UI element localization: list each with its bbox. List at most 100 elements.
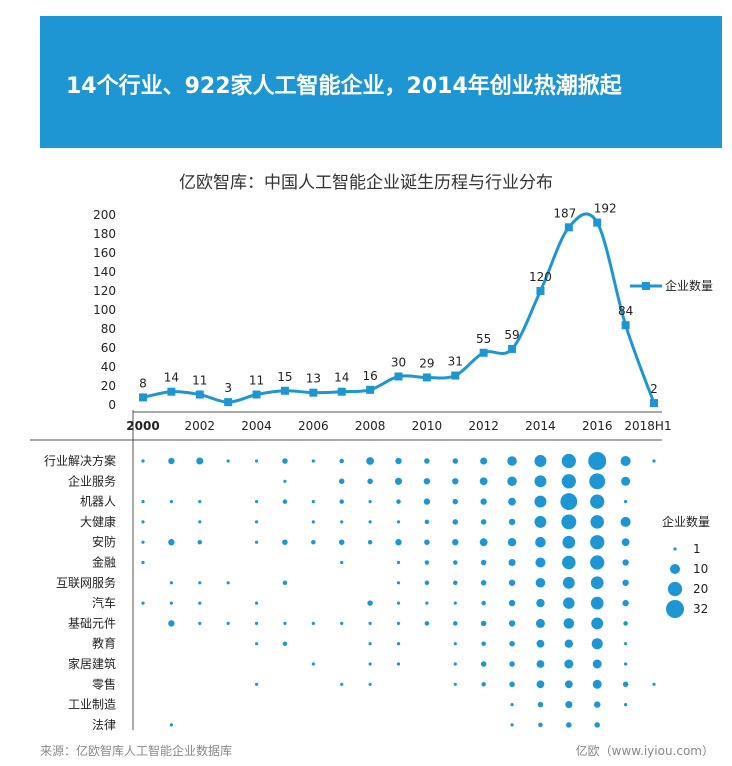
bubble: [480, 661, 487, 667]
bubble: [254, 682, 259, 686]
bubble: [508, 599, 516, 607]
bubble: [480, 457, 488, 465]
bubble: [452, 539, 459, 546]
legend-marker: [642, 282, 650, 290]
bubble: [624, 662, 628, 666]
bubble: [396, 520, 401, 524]
bubble: [566, 722, 572, 728]
x-tick-label: 2008: [355, 419, 386, 433]
y-tick-label: 80: [101, 322, 116, 336]
category-label: 企业服务: [68, 473, 116, 488]
bubble: [590, 494, 605, 509]
data-label: 59: [504, 328, 519, 342]
category-label: 零售: [92, 676, 116, 691]
bubble: [564, 680, 573, 689]
bubble: [338, 539, 345, 545]
bubble: [452, 458, 459, 464]
bubble: [424, 580, 430, 586]
bubble: [622, 579, 629, 586]
bubble: [564, 639, 574, 648]
x-tick-label: 2018H1: [624, 419, 671, 433]
source-note: 来源：亿欧智库人工智能企业数据库: [40, 744, 233, 758]
data-label: 11: [192, 374, 207, 388]
bubble-legend-swatch: [673, 547, 677, 551]
bubble: [141, 459, 145, 463]
bubble: [565, 701, 573, 709]
bubble: [534, 515, 547, 528]
bubble: [538, 722, 543, 728]
bubble-legend-swatch: [669, 563, 681, 575]
data-label: 16: [362, 369, 377, 383]
data-label: 192: [594, 202, 617, 216]
bubble: [562, 576, 575, 589]
bubble: [339, 458, 344, 464]
x-tick-label: 2014: [525, 419, 556, 433]
x-tick-label: 2006: [298, 419, 329, 433]
bubble: [254, 621, 259, 625]
data-label: 31: [448, 355, 463, 369]
bubble: [535, 618, 545, 628]
bubble: [622, 559, 629, 566]
data-point: [280, 386, 289, 395]
data-point: [650, 399, 658, 408]
bubble: [594, 701, 601, 708]
bubble: [620, 516, 631, 527]
bubble: [453, 621, 458, 626]
bubble: [424, 519, 430, 525]
y-tick-label: 200: [93, 208, 116, 222]
category-label: 安防: [92, 534, 116, 549]
data-label: 3: [224, 381, 232, 395]
data-point: [593, 218, 602, 227]
bubble: [508, 620, 516, 627]
data-label: 15: [277, 370, 292, 384]
data-point: [139, 393, 147, 402]
bubble: [510, 703, 514, 707]
bubble: [396, 601, 401, 605]
bubble: [198, 621, 202, 625]
x-tick-label: 2004: [241, 419, 272, 433]
bubble: [479, 477, 488, 486]
bubble: [396, 642, 401, 646]
bubble: [423, 498, 431, 505]
bubble: [590, 515, 604, 529]
bubble: [534, 455, 547, 467]
page-title: 14个行业、922家人工智能企业，2014年创业热潮掀起: [66, 74, 622, 99]
bubble: [481, 641, 486, 646]
bubble-legend-label: 1: [693, 542, 701, 556]
bubble: [590, 576, 604, 590]
bubble: [197, 539, 203, 545]
category-label: 金融: [92, 555, 116, 570]
category-label: 法律: [92, 718, 116, 732]
bubble: [367, 478, 373, 485]
data-point: [536, 287, 545, 295]
bubble: [621, 538, 630, 547]
data-point: [479, 348, 488, 357]
bubble: [198, 581, 202, 585]
bubble: [424, 621, 430, 626]
bubble: [509, 681, 515, 688]
data-label: 84: [618, 304, 633, 318]
bubble: [424, 539, 430, 545]
category-label: 基础元件: [68, 616, 116, 630]
data-label: 55: [476, 332, 491, 346]
bubble: [590, 555, 605, 570]
data-label: 14: [164, 371, 179, 385]
data-point: [621, 321, 630, 330]
bubble: [481, 600, 486, 606]
category-label: 机器人: [80, 495, 116, 509]
bubble: [534, 495, 547, 508]
data-point: [394, 372, 403, 381]
bubble: [507, 476, 517, 487]
bubble: [624, 500, 628, 504]
bubble: [534, 475, 547, 488]
bubble: [508, 558, 516, 567]
bubble: [198, 601, 202, 605]
bubble: [592, 659, 602, 669]
bubble: [590, 596, 604, 610]
bubble: [141, 500, 145, 504]
bubble: [141, 601, 145, 605]
chart-title: 亿欧智库：中国人工智能企业诞生历程与行业分布: [179, 173, 553, 193]
bubble-legend-title: 企业数量: [662, 514, 710, 529]
bubble: [226, 581, 230, 585]
